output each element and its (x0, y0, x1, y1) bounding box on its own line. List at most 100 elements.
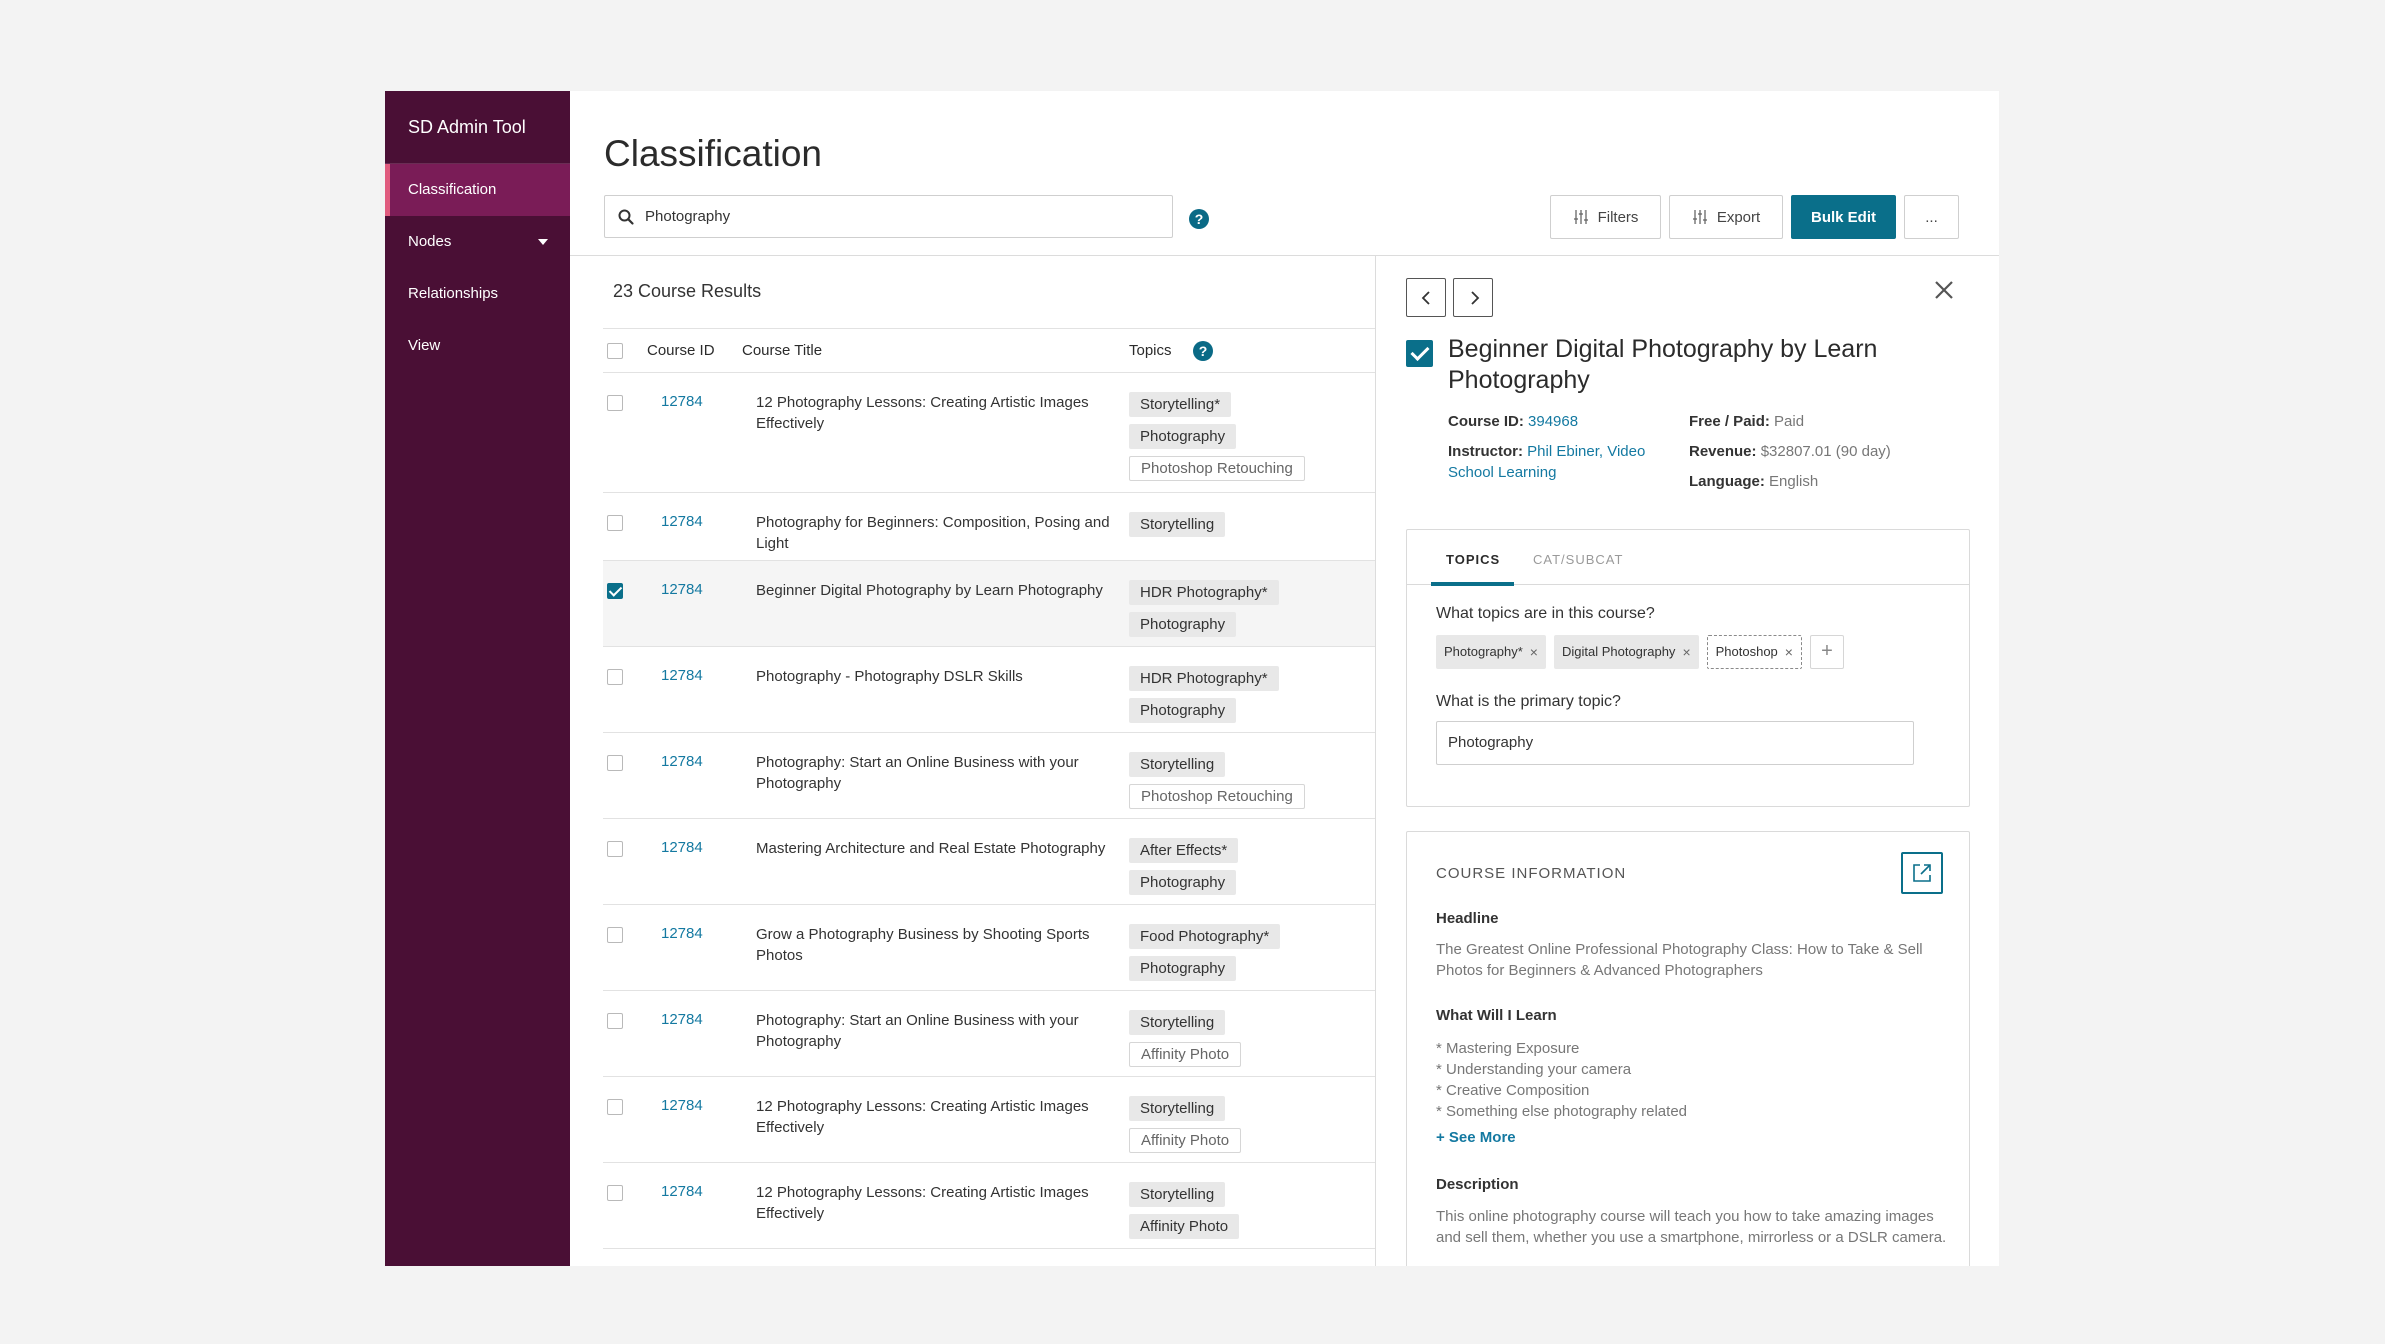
row-checkbox[interactable] (607, 1013, 623, 1029)
remove-icon[interactable]: × (1784, 644, 1793, 660)
row-checkbox[interactable] (607, 1185, 623, 1201)
search-icon (618, 209, 634, 225)
description-label: Description (1436, 1176, 1519, 1193)
sidebar-item-nodes[interactable]: Nodes (385, 216, 570, 268)
table-row[interactable]: 12784 Beginner Digital Photography by Lea… (603, 561, 1375, 647)
table-row[interactable]: 12784 Photography - Photography DSLR Skil… (603, 647, 1375, 733)
sidebar-item-classification[interactable]: Classification (385, 164, 570, 216)
search-input[interactable] (645, 196, 1165, 237)
table-row[interactable]: 12784 12 Photography Lessons: Creating Ar… (603, 1077, 1375, 1163)
topic-tag: Photography (1129, 956, 1237, 981)
course-id-link[interactable]: 12784 (661, 667, 703, 684)
more-button[interactable]: ... (1904, 195, 1959, 239)
filters-button[interactable]: Filters (1550, 195, 1661, 239)
see-more-link[interactable]: + See More (1436, 1129, 1516, 1146)
table-row[interactable]: 12784 Mastering Architecture and Real Est… (603, 819, 1375, 905)
course-title-cell: Grow a Photography Business by Shooting … (756, 926, 1090, 964)
app-window: SD Admin Tool Classification Nodes Relat… (385, 91, 1999, 1266)
chevron-left-icon (1421, 291, 1430, 305)
sidebar-item-relationships[interactable]: Relationships (408, 285, 499, 302)
topics-cell: Storytelling Affinity Photo (1129, 1182, 1240, 1239)
instructor-label: Instructor: (1448, 443, 1523, 460)
detail-panel: Beginner Digital Photography by Learn Ph… (1376, 256, 1999, 1266)
table-row[interactable]: 12784 Photography for Beginners: Composit… (603, 493, 1375, 561)
topic-chip: Digital Photography × (1553, 635, 1699, 669)
bulk-edit-button[interactable]: Bulk Edit (1791, 195, 1896, 239)
results-count: 23 Course Results (613, 281, 762, 301)
table-row[interactable]: 12784 Photography: Start an Online Busine… (603, 991, 1375, 1077)
topic-tag: Photography (1129, 870, 1237, 895)
column-header-topics: Topics (1129, 342, 1172, 359)
course-id-link[interactable]: 394968 (1528, 413, 1579, 430)
language-value: English (1769, 473, 1819, 490)
column-header-course-id: Course ID (647, 342, 715, 359)
select-all-checkbox[interactable] (607, 343, 623, 359)
topic-chips: Photography* × Digital Photography × Pho… (1436, 635, 1844, 669)
sliders-icon (1692, 210, 1707, 224)
course-id-link[interactable]: 12784 (661, 1011, 703, 1028)
topic-tag: Photoshop Retouching (1129, 784, 1305, 809)
row-checkbox[interactable] (607, 669, 623, 685)
row-checkbox[interactable] (607, 755, 623, 771)
topic-tag: Photography (1129, 612, 1237, 637)
topics-cell: HDR Photography* Photography (1129, 580, 1279, 637)
tab-topics[interactable]: TOPICS (1430, 552, 1515, 586)
table-row[interactable]: 12784 Photography: Start an Online Busine… (603, 733, 1375, 819)
table-row[interactable]: 12784 12 Photography Lessons: Creating Ar… (603, 373, 1375, 493)
course-title-cell: Mastering Architecture and Real Estate P… (756, 840, 1106, 857)
learn-item: * Understanding your camera (1436, 1061, 1632, 1078)
course-id-link[interactable]: 12784 (661, 839, 703, 856)
header-divider (570, 255, 1999, 256)
revenue-meta: Revenue: $32807.01 (90 day) (1689, 441, 1891, 462)
course-id-link[interactable]: 12784 (661, 581, 703, 598)
remove-icon[interactable]: × (1682, 644, 1691, 660)
topic-tag: Photography (1129, 424, 1237, 449)
row-checkbox[interactable] (607, 395, 623, 411)
course-id-link[interactable]: 12784 (661, 513, 703, 530)
topic-tag: HDR Photography* (1129, 666, 1279, 691)
course-title-cell: 12 Photography Lessons: Creating Artisti… (756, 1184, 1089, 1222)
row-checkbox[interactable] (607, 583, 623, 599)
course-id-link[interactable]: 12784 (661, 393, 703, 410)
course-title-cell: 12 Photography Lessons: Creating Artisti… (756, 394, 1089, 432)
learn-label: What Will I Learn (1436, 1007, 1557, 1024)
language-label: Language: (1689, 473, 1765, 490)
app-brand: SD Admin Tool (385, 91, 570, 164)
row-checkbox[interactable] (607, 515, 623, 531)
previous-button[interactable] (1406, 278, 1446, 317)
course-checkbox[interactable] (1406, 340, 1433, 367)
course-id-link[interactable]: 12784 (661, 1183, 703, 1200)
row-checkbox[interactable] (607, 841, 623, 857)
instructor-meta: Instructor: Phil Ebiner, Video School Le… (1448, 441, 1678, 483)
course-title: Beginner Digital Photography by Learn Ph… (1448, 335, 1878, 394)
help-icon[interactable]: ? (1189, 209, 1209, 229)
course-id-link[interactable]: 12784 (661, 753, 703, 770)
panel-divider (1375, 255, 1376, 1266)
row-checkbox[interactable] (607, 1099, 623, 1115)
open-external-button[interactable] (1901, 852, 1943, 894)
topics-cell: Storytelling Affinity Photo (1129, 1010, 1242, 1067)
tab-cat-subcat[interactable]: CAT/SUBCAT (1533, 552, 1624, 567)
row-checkbox[interactable] (607, 927, 623, 943)
instructor-link[interactable]: Phil Ebiner, Video School Learning (1448, 443, 1646, 481)
topic-tag: Food Photography* (1129, 924, 1281, 949)
course-id-link[interactable]: 12784 (661, 925, 703, 942)
table-row[interactable]: 12784 Grow a Photography Business by Shoo… (603, 905, 1375, 991)
course-title-cell: Photography for Beginners: Composition, … (756, 514, 1110, 552)
course-id-link[interactable]: 12784 (661, 1097, 703, 1114)
filters-label: Filters (1597, 208, 1639, 226)
next-button[interactable] (1453, 278, 1493, 317)
sidebar-item-view[interactable]: View (408, 337, 441, 354)
headline-label: Headline (1436, 910, 1499, 927)
remove-icon[interactable]: × (1529, 644, 1538, 660)
description-text: This online photography course will teac… (1436, 1208, 1947, 1246)
help-icon[interactable]: ? (1193, 341, 1213, 361)
close-icon[interactable] (1931, 277, 1957, 303)
topics-card: TOPICS CAT/SUBCAT What topics are in thi… (1406, 529, 1970, 807)
topic-tag: Storytelling (1129, 1010, 1226, 1035)
table-row[interactable]: 12784 12 Photography Lessons: Creating Ar… (603, 1163, 1375, 1249)
add-topic-button[interactable]: + (1809, 635, 1844, 669)
primary-topic-field[interactable]: Photography (1436, 721, 1914, 765)
export-button[interactable]: Export (1669, 195, 1783, 239)
topic-tag: Affinity Photo (1129, 1214, 1240, 1239)
